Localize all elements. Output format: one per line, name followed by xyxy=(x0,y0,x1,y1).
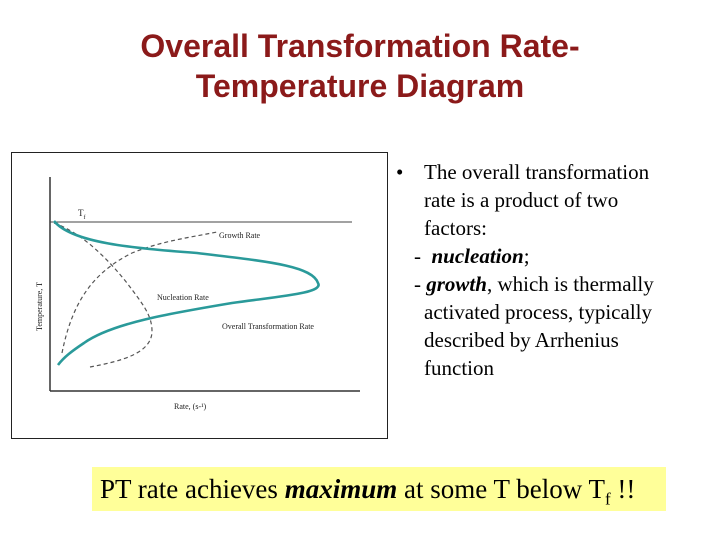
title-line-1: Overall Transformation Rate- xyxy=(140,28,580,64)
nucleation-suffix: ; xyxy=(523,244,530,268)
growth-term: growth xyxy=(426,272,487,296)
overall-transformation-rate-curve xyxy=(52,220,320,366)
growth-rate-label: Growth Rate xyxy=(219,231,261,240)
growth-suffix: , which is thermally xyxy=(486,272,654,296)
y-axis-label: Temperature, T xyxy=(35,282,44,331)
nucleation-rate-curve xyxy=(53,222,153,368)
bullet-list: • The overall transformation rate is a p… xyxy=(394,158,714,382)
callout-text-before: PT rate achieves xyxy=(100,474,285,504)
tf-label: Tf xyxy=(78,208,86,221)
growth-line-3: described by Arrhenius xyxy=(424,328,619,352)
bullet-item-intro: • The overall transformation rate is a p… xyxy=(394,158,714,242)
bullet-dot: • xyxy=(396,160,404,184)
growth-line-4: function xyxy=(424,356,494,380)
overall-rate-label: Overall Transformation Rate xyxy=(222,322,314,331)
nucleation-rate-label: Nucleation Rate xyxy=(157,293,209,302)
sub-item-growth: - growth, which is thermally xyxy=(394,270,714,298)
callout-subscript: f xyxy=(604,489,611,509)
highlight-callout: PT rate achieves maximum at some T below… xyxy=(92,467,666,511)
growth-rate-curve xyxy=(61,231,218,354)
nucleation-term: nucleation xyxy=(431,244,524,268)
title-line-2: Temperature Diagram xyxy=(195,68,525,104)
intro-line-1: The overall transformation xyxy=(424,160,650,184)
sub-item-nucleation: - nucleation; xyxy=(394,242,714,270)
sub-item-dash: - xyxy=(414,244,421,268)
intro-line-3: factors: xyxy=(424,216,487,240)
callout-text-after: at some T below T xyxy=(397,474,605,504)
slide-title: Overall Transformation Rate- Temperature… xyxy=(0,26,720,106)
ttt-diagram-figure: Tf Growth Rate Nucleation Rate Overall T… xyxy=(11,152,388,439)
sub-item-dash: - xyxy=(414,272,421,296)
diagram-canvas: Tf Growth Rate Nucleation Rate Overall T… xyxy=(35,177,360,411)
callout-emphasis: maximum xyxy=(284,474,398,504)
intro-line-2: rate is a product of two xyxy=(424,188,619,212)
growth-line-2: activated process, typically xyxy=(424,300,652,324)
callout-ending: !! xyxy=(610,474,636,504)
x-axis-label: Rate, (s-¹) xyxy=(174,402,207,411)
